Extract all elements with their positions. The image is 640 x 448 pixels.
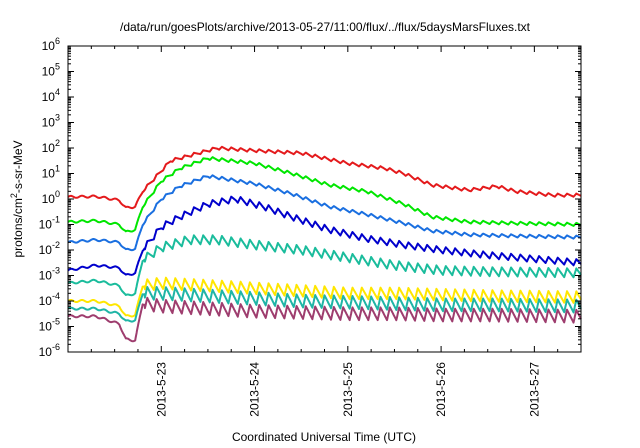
y-tick-label: 105 bbox=[42, 62, 60, 79]
y-tick-base: 10 bbox=[42, 90, 56, 104]
y-tick-exponent: 4 bbox=[55, 87, 60, 97]
y-tick-base: 10 bbox=[42, 141, 56, 155]
y-tick-exponent: -5 bbox=[52, 317, 60, 327]
y-tick-label: 102 bbox=[42, 138, 60, 155]
y-tick-exponent: 2 bbox=[55, 138, 60, 148]
series-line-7 bbox=[67, 296, 582, 343]
y-tick-exponent: 1 bbox=[55, 164, 60, 174]
y-tick-label: 106 bbox=[42, 36, 60, 53]
y-tick-base: 10 bbox=[39, 320, 53, 334]
y-tick-label: 10-4 bbox=[39, 291, 60, 308]
y-tick-base: 10 bbox=[39, 243, 53, 257]
y-axis-label-rest: -s-sr-MeV bbox=[11, 140, 25, 193]
x-tick-label: 2013-5-26 bbox=[434, 362, 448, 417]
series-line-0 bbox=[67, 145, 582, 210]
y-tick-base: 10 bbox=[39, 269, 53, 283]
series-line-1 bbox=[67, 156, 582, 233]
y-tick-exponent: -1 bbox=[52, 215, 60, 225]
y-tick-label: 10-1 bbox=[39, 215, 60, 232]
series-line-2 bbox=[67, 174, 582, 252]
y-tick-base: 10 bbox=[42, 192, 56, 206]
y-tick-label: 10-2 bbox=[39, 240, 60, 257]
y-axis-label-main: protons/cm bbox=[11, 198, 25, 257]
y-tick-exponent: -2 bbox=[52, 240, 60, 250]
y-tick-base: 10 bbox=[42, 167, 56, 181]
y-tick-label: 10-5 bbox=[39, 317, 60, 334]
series-layer bbox=[67, 145, 582, 343]
y-tick-exponent: -3 bbox=[52, 266, 60, 276]
x-tick-label: 2013-5-27 bbox=[527, 362, 541, 417]
y-tick-base: 10 bbox=[42, 39, 56, 53]
y-tick-base: 10 bbox=[42, 65, 56, 79]
y-tick-label: 101 bbox=[42, 164, 60, 181]
y-axis-label-sup: 2 bbox=[9, 193, 19, 198]
y-tick-exponent: 6 bbox=[55, 36, 60, 46]
y-tick-label: 104 bbox=[42, 87, 60, 104]
x-tick-label: 2013-5-25 bbox=[341, 362, 355, 417]
y-axis-label: protons/cm2-s-sr-MeV bbox=[9, 140, 25, 257]
y-tick-label: 10-3 bbox=[39, 266, 60, 283]
series-line-6 bbox=[67, 286, 582, 323]
y-axis: 10610510410310210110010-110-210-310-410-… bbox=[39, 36, 581, 359]
x-tick-label: 2013-5-24 bbox=[248, 362, 262, 417]
y-tick-base: 10 bbox=[39, 345, 53, 359]
y-tick-exponent: -4 bbox=[52, 291, 60, 301]
y-tick-exponent: 3 bbox=[55, 113, 60, 123]
series-line-5 bbox=[67, 276, 582, 318]
y-tick-base: 10 bbox=[39, 294, 53, 308]
y-tick-label: 10-6 bbox=[39, 342, 60, 359]
series-line-3 bbox=[67, 195, 582, 276]
y-tick-exponent: 5 bbox=[55, 62, 60, 72]
x-axis: 2013-5-23 2013-5-24 2013-5-25 2013-5-26 2013… bbox=[67, 46, 582, 417]
y-tick-base: 10 bbox=[42, 116, 56, 130]
y-tick-exponent: 0 bbox=[55, 189, 60, 199]
y-tick-label: 100 bbox=[42, 189, 60, 206]
x-axis-label: Coordinated Universal Time (UTC) bbox=[232, 430, 416, 444]
series-line-4 bbox=[67, 234, 582, 297]
y-tick-label: 103 bbox=[42, 113, 60, 130]
y-tick-base: 10 bbox=[39, 218, 53, 232]
chart-title: /data/run/goesPlots/archive/2013-05-27/1… bbox=[120, 20, 531, 34]
x-tick-label: 2013-5-23 bbox=[154, 362, 168, 417]
y-tick-exponent: -6 bbox=[52, 342, 60, 352]
